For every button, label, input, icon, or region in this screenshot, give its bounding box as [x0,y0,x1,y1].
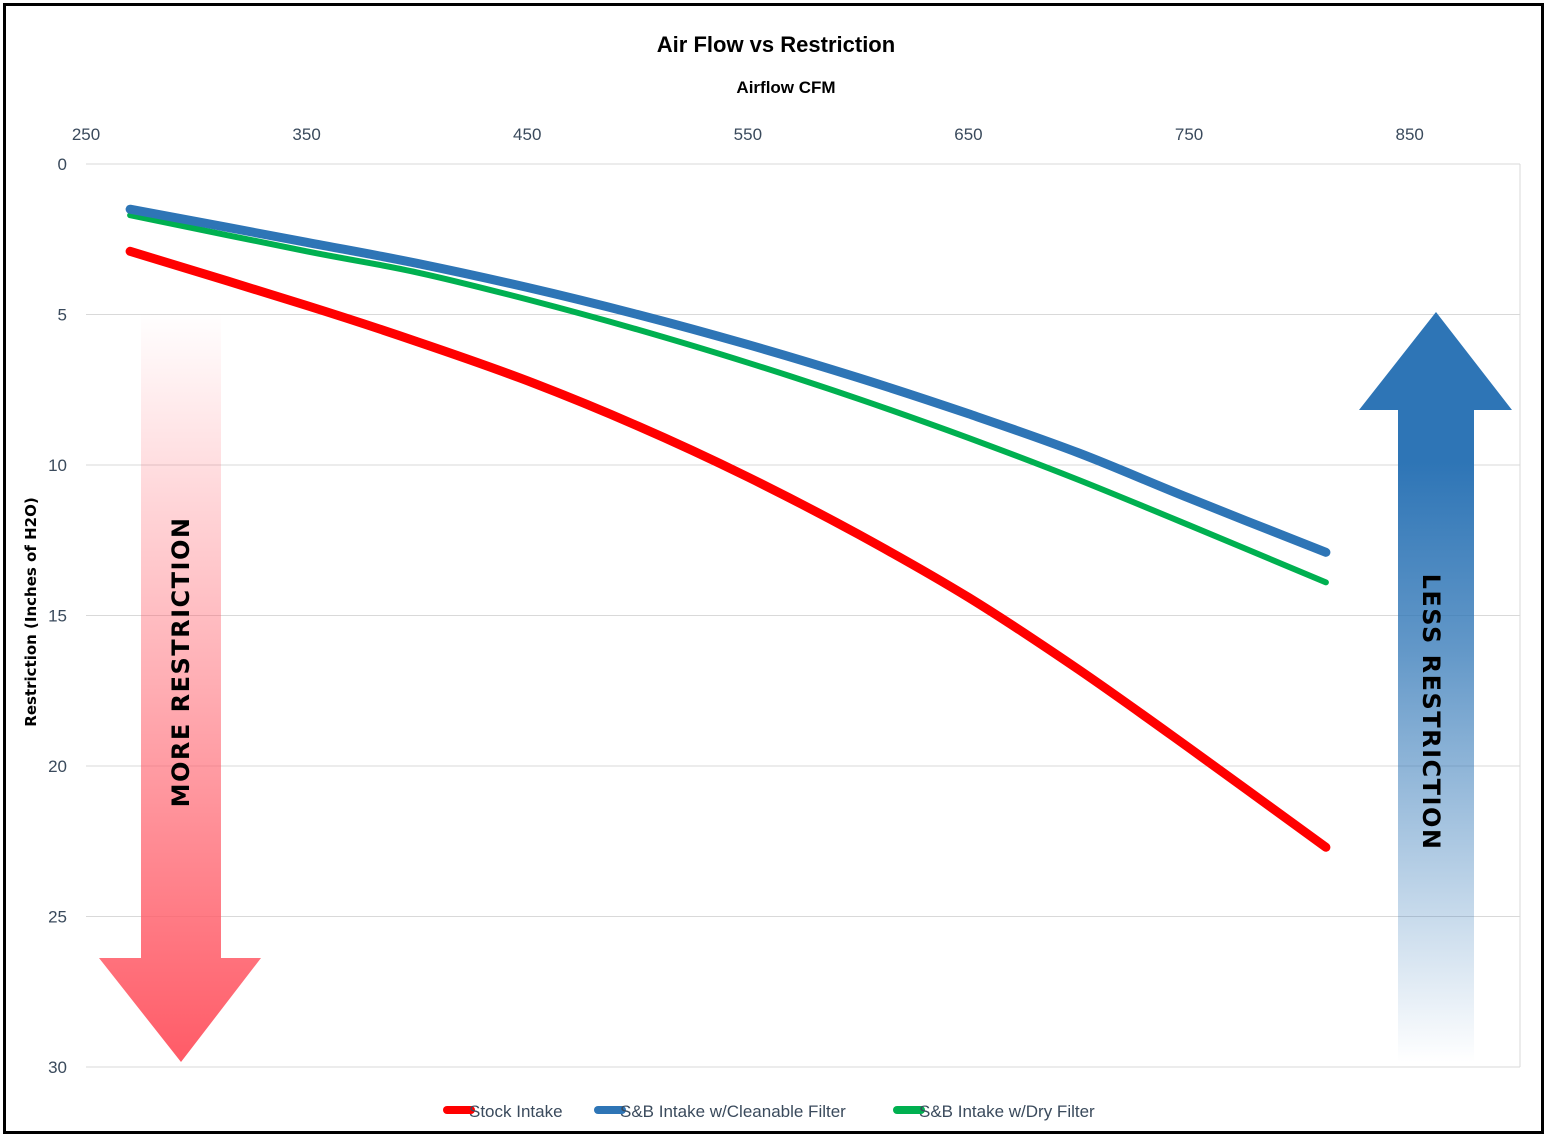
y-tick-label: 0 [58,155,67,174]
x-tick-label: 250 [72,125,100,144]
less-restriction-label: LESS RESTRICTION [1417,574,1445,851]
series-line-2 [125,204,1331,557]
x-axis-ticks: 250 350 450 550 650 750 850 [72,125,1424,144]
y-tick-label: 25 [48,908,67,927]
x-tick-label: 550 [734,125,762,144]
y-tick-label: 10 [48,456,67,475]
less-restriction-arrow: LESS RESTRICTION [1359,312,1512,1062]
x-tick-label: 350 [292,125,320,144]
legend: Stock Intake S&B Intake w/Cleanable Filte… [443,1102,1095,1121]
x-tick-label: 750 [1175,125,1203,144]
series-line-1 [125,246,1331,852]
more-restriction-arrow-shape [99,312,261,1062]
series-line-3 [127,212,1329,586]
legend-label: S&B Intake w/Dry Filter [919,1102,1095,1121]
x-tick-label: 450 [513,125,541,144]
more-restriction-label: MORE RESTRICTION [167,517,195,808]
y-tick-label: 30 [48,1058,67,1077]
x-axis-label: Airflow CFM [736,78,835,97]
chart-title: Air Flow vs Restriction [657,32,895,57]
less-restriction-arrow-shape [1359,312,1512,1062]
series-lines [125,204,1331,852]
x-tick-label: 850 [1396,125,1424,144]
legend-label: S&B Intake w/Cleanable Filter [620,1102,846,1121]
y-axis-ticks: 0 5 10 15 20 25 30 [48,155,67,1077]
legend-label: Stock Intake [469,1102,563,1121]
x-tick-label: 650 [954,125,982,144]
y-axis-label: Restriction (Inches of H2O) [22,497,40,726]
y-tick-label: 5 [58,306,67,325]
y-tick-label: 15 [48,607,67,626]
more-restriction-arrow: MORE RESTRICTION [99,312,261,1062]
y-tick-label: 20 [48,757,67,776]
